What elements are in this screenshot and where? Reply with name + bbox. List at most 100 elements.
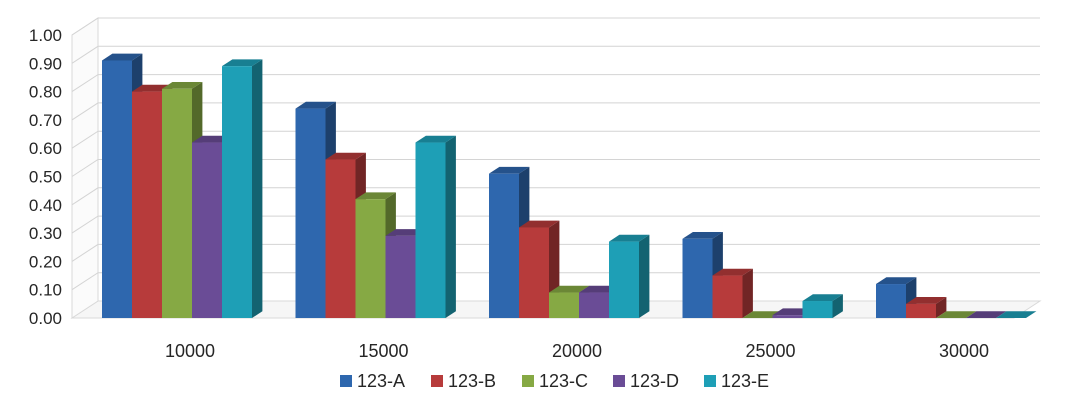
legend-label: 123-B — [448, 371, 496, 391]
legend-swatch — [704, 375, 716, 387]
y-tick-label: 0.00 — [29, 309, 62, 328]
legend: 123-A 123-B 123-C 123-D 123-E — [340, 371, 769, 391]
bar-top — [415, 135, 456, 143]
bar-123-D-30000 — [966, 311, 1007, 318]
bar-front — [802, 301, 833, 318]
gridline — [71, 187, 1040, 206]
bar-top — [712, 268, 753, 276]
bar-front — [549, 292, 579, 318]
x-tick-label: 10000 — [165, 341, 215, 361]
gridline — [71, 243, 1040, 262]
gridline — [71, 45, 1040, 64]
y-tick-label: 0.70 — [29, 111, 62, 130]
bar-front — [712, 275, 743, 318]
bar-front — [415, 142, 446, 318]
legend-item-123-D: 123-D — [613, 371, 679, 391]
bar-front — [222, 66, 252, 318]
bar-top — [489, 166, 530, 174]
legend-item-123-A: 123-A — [340, 371, 405, 391]
gridline — [71, 17, 1040, 36]
bar-123-A-20000 — [489, 166, 530, 318]
bar-top — [876, 277, 917, 285]
y-tick-label: 0.80 — [29, 83, 62, 102]
gridline — [71, 102, 1040, 121]
bar-front — [906, 303, 936, 318]
legend-label: 123-C — [539, 371, 588, 391]
gridline — [71, 215, 1040, 234]
bar-front — [579, 292, 609, 318]
y-tick-label: 0.10 — [29, 281, 62, 300]
gridlines — [71, 17, 1040, 291]
bar-front — [355, 199, 386, 318]
bar-front — [325, 159, 356, 318]
y-tick-label: 0.50 — [29, 168, 62, 187]
bar-top — [519, 220, 560, 228]
y-axis-ticks: 0.00 0.10 0.20 0.30 0.40 0.50 0.60 0.70 0.80 0.90… — [29, 26, 62, 328]
legend-swatch — [522, 375, 534, 387]
bar-123-E-30000 — [996, 311, 1037, 318]
bar-front — [192, 142, 222, 318]
y-tick-label: 0.90 — [29, 54, 62, 73]
gridline — [71, 74, 1040, 93]
bar-top — [162, 81, 203, 89]
legend-item-123-C: 123-C — [522, 371, 588, 391]
bar-123-C-30000 — [936, 311, 977, 318]
bar-front — [295, 108, 326, 318]
y-tick-label: 0.30 — [29, 224, 62, 243]
bar-123-E-20000 — [609, 234, 650, 318]
y-tick-label: 0.60 — [29, 139, 62, 158]
legend-item-123-B: 123-B — [431, 371, 496, 391]
bar-front — [772, 315, 803, 318]
bar-top — [936, 311, 977, 318]
x-axis-ticks: 10000 15000 20000 25000 30000 — [165, 341, 989, 361]
bar-top — [802, 294, 843, 302]
bar-top — [906, 297, 947, 304]
bar-top — [609, 234, 650, 242]
bar-top — [682, 231, 723, 239]
bar-top — [222, 59, 263, 67]
y-tick-label: 0.40 — [29, 196, 62, 215]
bar-top — [102, 53, 143, 61]
bar-123-B-25000 — [712, 268, 753, 318]
bar-front — [385, 235, 416, 318]
y-tick-label: 0.20 — [29, 252, 62, 271]
legend-item-123-E: 123-E — [704, 371, 769, 391]
bar-side — [832, 294, 843, 318]
x-tick-label: 15000 — [358, 341, 408, 361]
bar-side — [639, 234, 650, 318]
bar-side — [742, 268, 753, 318]
bar-front — [519, 227, 549, 318]
gridline — [71, 159, 1040, 177]
bar-side — [252, 59, 263, 318]
bar-top — [549, 285, 590, 293]
bars — [102, 53, 1037, 319]
bar-top — [996, 311, 1037, 318]
legend-label: 123-E — [721, 371, 769, 391]
legend-swatch — [340, 375, 352, 387]
bar-front — [102, 60, 132, 318]
bar-side — [445, 135, 456, 318]
bar-front — [489, 173, 519, 318]
bar-top — [295, 101, 336, 109]
bar-top — [966, 311, 1007, 318]
legend-label: 123-A — [357, 371, 405, 391]
x-tick-label: 30000 — [939, 341, 989, 361]
bar-123-E-25000 — [802, 294, 843, 318]
bar-front — [682, 238, 713, 318]
legend-swatch — [613, 375, 625, 387]
bar-123-A-15000 — [295, 101, 336, 318]
bar-top — [325, 152, 366, 160]
bar-front — [609, 241, 639, 318]
bar-top — [355, 192, 396, 200]
bar-123-E-15000 — [415, 135, 456, 318]
gridline — [71, 130, 1040, 149]
x-tick-label: 20000 — [552, 341, 602, 361]
bar-123-B-30000 — [906, 297, 947, 318]
bar-front — [876, 284, 906, 318]
y-tick-label: 1.00 — [29, 26, 62, 45]
legend-swatch — [431, 375, 443, 387]
legend-label: 123-D — [630, 371, 679, 391]
x-tick-label: 25000 — [745, 341, 795, 361]
